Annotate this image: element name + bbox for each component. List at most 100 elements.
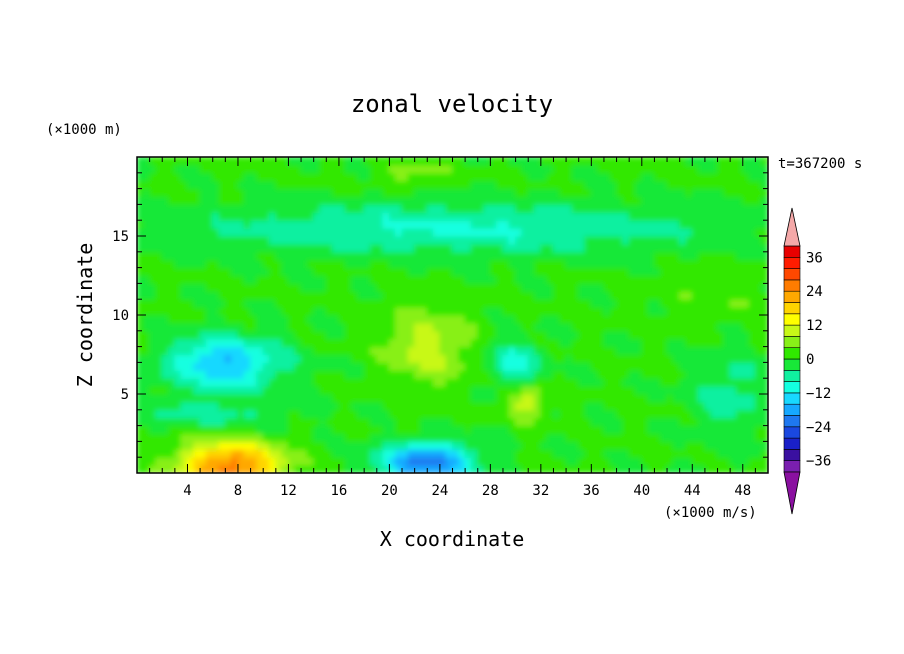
field-cell xyxy=(388,227,397,237)
field-cell xyxy=(597,338,605,348)
field-cell xyxy=(382,282,390,292)
field-cell xyxy=(445,330,454,340)
field-cell xyxy=(155,322,163,332)
field-cell xyxy=(748,448,756,458)
field-cell xyxy=(609,306,618,316)
field-cell xyxy=(420,417,428,427)
field-cell xyxy=(300,432,308,442)
field-cell xyxy=(137,282,144,292)
field-cell xyxy=(426,188,435,198)
field-cell xyxy=(660,235,668,245)
field-cell xyxy=(729,157,738,166)
field-cell xyxy=(137,227,144,237)
field-cell xyxy=(521,456,529,466)
field-cell xyxy=(212,164,220,174)
field-cell xyxy=(666,393,674,403)
field-cell xyxy=(344,338,353,348)
field-cell xyxy=(464,440,473,450)
field-cell xyxy=(256,448,264,458)
field-cell xyxy=(167,235,176,245)
field-cell xyxy=(710,322,719,332)
field-cell xyxy=(748,219,756,229)
field-cell xyxy=(597,346,605,356)
field-cell xyxy=(300,409,308,419)
field-cell xyxy=(735,464,744,473)
field-cell xyxy=(666,180,674,190)
field-cell xyxy=(332,251,340,261)
field-cell xyxy=(470,243,479,253)
field-cell xyxy=(496,456,504,466)
field-cell xyxy=(590,448,599,458)
field-cell xyxy=(691,274,700,284)
field-cell xyxy=(615,172,624,182)
field-cell xyxy=(325,369,334,379)
field-cell xyxy=(350,361,359,371)
field-cell xyxy=(622,290,630,300)
field-cell xyxy=(237,440,245,450)
field-cell xyxy=(660,314,668,324)
field-cell xyxy=(584,298,592,308)
field-cell xyxy=(496,282,504,292)
field-cell xyxy=(477,188,485,198)
field-cell xyxy=(571,251,580,261)
field-cell xyxy=(666,330,674,340)
field-cell xyxy=(137,409,144,419)
field-cell xyxy=(565,259,573,269)
field-cell xyxy=(161,314,170,324)
field-cell xyxy=(224,195,233,205)
field-cell xyxy=(401,425,409,435)
field-cell xyxy=(306,448,315,458)
field-cell xyxy=(193,172,201,182)
field-cell xyxy=(395,409,403,419)
field-cell xyxy=(761,322,768,332)
field-cell xyxy=(445,267,454,277)
field-cell xyxy=(319,346,327,356)
field-cell xyxy=(754,306,763,316)
field-cell xyxy=(672,401,681,411)
field-cell xyxy=(275,425,283,435)
field-cell xyxy=(161,306,170,316)
field-cell xyxy=(224,172,233,182)
field-cell xyxy=(609,338,618,348)
field-cell xyxy=(262,314,271,324)
field-cell xyxy=(489,219,498,229)
field-cell xyxy=(697,243,706,253)
field-cell xyxy=(628,401,637,411)
field-cell xyxy=(502,172,510,182)
field-cell xyxy=(603,385,611,395)
field-cell xyxy=(414,298,422,308)
field-cell xyxy=(571,401,580,411)
field-cell xyxy=(723,361,731,371)
field-cell xyxy=(432,172,441,182)
field-cell xyxy=(697,377,706,387)
field-cell xyxy=(578,361,586,371)
field-cell xyxy=(357,290,365,300)
field-cell xyxy=(268,235,277,245)
field-cell xyxy=(578,172,586,182)
field-cell xyxy=(754,267,763,277)
field-cell xyxy=(161,298,170,308)
field-cell xyxy=(149,393,157,403)
field-cell xyxy=(615,440,624,450)
field-cell xyxy=(742,267,750,277)
colorbar-tick-label: −24 xyxy=(806,420,831,436)
field-cell xyxy=(376,203,384,213)
field-cell xyxy=(458,195,466,205)
field-cell xyxy=(193,274,201,284)
field-cell xyxy=(180,211,189,221)
field-cell xyxy=(515,267,523,277)
field-cell xyxy=(628,211,637,221)
field-cell xyxy=(710,353,719,363)
field-cell xyxy=(508,440,517,450)
field-cell xyxy=(344,243,353,253)
field-cell xyxy=(502,290,510,300)
field-cell xyxy=(319,306,327,316)
field-cell xyxy=(742,298,750,308)
field-cell xyxy=(382,425,390,435)
field-cell xyxy=(647,346,656,356)
field-cell xyxy=(641,251,649,261)
field-cell xyxy=(597,314,605,324)
field-cell xyxy=(672,385,681,395)
field-cell xyxy=(332,369,340,379)
field-cell xyxy=(641,195,649,205)
